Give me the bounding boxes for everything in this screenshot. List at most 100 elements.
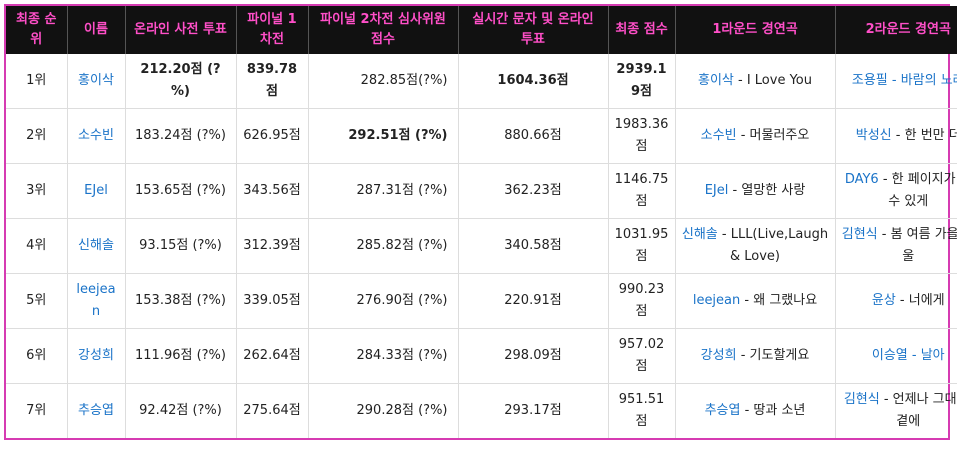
judge-cell: 282.85점(?%)	[308, 54, 459, 110]
round2-artist-link[interactable]: 박성신	[855, 128, 892, 144]
live-vote-cell: 1604.36점	[458, 54, 609, 110]
round1-artist-link[interactable]: 추승엽	[704, 402, 741, 418]
round1-song: - 왜 그랬나요	[740, 292, 818, 308]
name-link[interactable]: 홍이삭	[67, 54, 126, 110]
rank-cell: 2위	[6, 108, 68, 165]
round1-cell: 신해솔 - LLL(Live,Laugh & Love)	[675, 218, 836, 274]
round2-cell: DAY6 - 한 페이지가 될 수 있게	[835, 163, 957, 220]
rank-cell: 6위	[6, 328, 68, 384]
round1-cell: 강성희 - 기도할게요	[675, 328, 836, 384]
pre-vote-cell: 153.65점 (?%)	[125, 163, 237, 220]
round1-cell: 추승엽 - 땅과 소년	[675, 383, 836, 438]
round1-artist-link[interactable]: leejean	[692, 292, 741, 308]
round2-artist-link[interactable]: 조용필	[851, 73, 888, 89]
round2-song-link[interactable]: - 바람의 노래	[887, 73, 957, 89]
header-pre-vote: 온라인 사전 투표	[125, 6, 237, 54]
total-cell: 990.23점	[608, 273, 676, 329]
name-link[interactable]: 신해솔	[67, 218, 126, 274]
judge-cell: 287.31점 (?%)	[308, 163, 459, 220]
round1-cell: EJel - 열망한 사랑	[675, 163, 836, 220]
header-final1: 파이널 1차전	[236, 6, 309, 54]
total-cell: 2939.19점	[608, 54, 676, 110]
live-vote-cell: 362.23점	[458, 163, 609, 220]
results-table: 최종 순위 이름 온라인 사전 투표 파이널 1차전 파이널 2차전 심사위원 …	[6, 6, 957, 438]
round1-artist-link[interactable]: 신해솔	[681, 226, 718, 242]
round1-song: - 열망한 사랑	[728, 183, 806, 199]
round2-cell: 이승열 - 날아	[835, 328, 957, 384]
pre-vote-cell: 183.24점 (?%)	[125, 108, 237, 165]
round1-artist-link[interactable]: 홍이삭	[697, 73, 734, 89]
rank-cell: 1위	[6, 54, 68, 110]
table-row: 1위 홍이삭 212.20점 (?%) 839.78점 282.85점(?%) …	[6, 54, 957, 110]
total-cell: 1983.36점	[608, 108, 676, 165]
round2-song: - 한 번만 더	[891, 128, 957, 144]
round1-artist-link[interactable]: 강성희	[700, 347, 737, 363]
round2-artist-link[interactable]: DAY6	[844, 172, 879, 188]
header-live-vote: 실시간 문자 및 온라인 투표	[458, 6, 609, 54]
name-link[interactable]: 소수빈	[67, 108, 126, 165]
final1-cell: 343.56점	[236, 163, 309, 220]
judge-cell: 285.82점 (?%)	[308, 218, 459, 274]
final1-cell: 626.95점	[236, 108, 309, 165]
round2-artist-link[interactable]: 윤상	[871, 292, 896, 308]
judge-cell: 292.51점 (?%)	[308, 108, 459, 165]
round1-song: - LLL(Live,Laugh & Love)	[717, 226, 829, 264]
round2-cell: 박성신 - 한 번만 더	[835, 108, 957, 165]
header-round1: 1라운드 경연곡	[675, 6, 836, 54]
live-vote-cell: 340.58점	[458, 218, 609, 274]
table-row: 7위 추승엽 92.42점 (?%) 275.64점 290.28점 (?%) …	[6, 383, 957, 438]
final1-cell: 262.64점	[236, 328, 309, 384]
round2-cell: 윤상 - 너에게	[835, 273, 957, 329]
judge-cell: 284.33점 (?%)	[308, 328, 459, 384]
rank-cell: 5위	[6, 273, 68, 329]
round1-song: - 땅과 소년	[740, 402, 806, 418]
final1-cell: 839.78점	[236, 54, 309, 110]
round2-song-link[interactable]: - 날아	[907, 347, 945, 363]
round1-cell: 홍이삭 - I Love You	[675, 54, 836, 110]
total-cell: 1031.95점	[608, 218, 676, 274]
round1-cell: leejean - 왜 그랬나요	[675, 273, 836, 329]
final1-cell: 312.39점	[236, 218, 309, 274]
live-vote-cell: 220.91점	[458, 273, 609, 329]
round1-song: - 기도할게요	[736, 347, 810, 363]
results-table-frame: 최종 순위 이름 온라인 사전 투표 파이널 1차전 파이널 2차전 심사위원 …	[4, 4, 957, 440]
name-link[interactable]: 강성희	[67, 328, 126, 384]
round1-song: - I Love You	[733, 73, 812, 89]
header-total: 최종 점수	[608, 6, 676, 54]
final1-cell: 275.64점	[236, 383, 309, 438]
pre-vote-cell: 111.96점 (?%)	[125, 328, 237, 384]
table-row: 2위 소수빈 183.24점 (?%) 626.95점 292.51점 (?%)…	[6, 108, 957, 165]
round2-artist-link[interactable]: 이승열	[871, 347, 908, 363]
round1-artist-link[interactable]: 소수빈	[700, 128, 737, 144]
total-cell: 957.02점	[608, 328, 676, 384]
round2-cell: 김현식 - 봄 여름 가을 겨울	[835, 218, 957, 274]
round1-song: - 머물러주오	[736, 128, 810, 144]
live-vote-cell: 880.66점	[458, 108, 609, 165]
header-round2: 2라운드 경연곡	[835, 6, 957, 54]
header-rank: 최종 순위	[6, 6, 68, 54]
table-row: 5위 leejean 153.38점 (?%) 339.05점 276.90점 …	[6, 273, 957, 329]
final1-cell: 339.05점	[236, 273, 309, 329]
pre-vote-cell: 153.38점 (?%)	[125, 273, 237, 329]
judge-score-value: 292.51점 (?%)	[348, 128, 448, 144]
total-cell: 951.51점	[608, 383, 676, 438]
pre-vote-cell: 92.42점 (?%)	[125, 383, 237, 438]
round2-song: - 언제나 그대 내곁에	[883, 391, 957, 429]
table-row: 4위 신해솔 93.15점 (?%) 312.39점 285.82점 (?%) …	[6, 218, 957, 274]
round1-artist-link[interactable]: EJel	[704, 183, 729, 199]
header-judge-score: 파이널 2차전 심사위원 점수	[308, 6, 459, 54]
pre-vote-cell: 212.20점 (?%)	[125, 54, 237, 110]
live-vote-cell: 298.09점	[458, 328, 609, 384]
header-name: 이름	[67, 6, 126, 54]
round2-artist-link[interactable]: 김현식	[841, 226, 878, 242]
header-row: 최종 순위 이름 온라인 사전 투표 파이널 1차전 파이널 2차전 심사위원 …	[6, 6, 957, 54]
total-cell: 1146.75점	[608, 163, 676, 220]
name-link[interactable]: 추승엽	[67, 383, 126, 438]
name-link[interactable]: EJel	[67, 163, 126, 220]
round2-song: - 봄 여름 가을 겨울	[881, 226, 957, 264]
round2-artist-link[interactable]: 김현식	[843, 391, 880, 407]
round2-song: - 너에게	[895, 292, 945, 308]
rank-cell: 4위	[6, 218, 68, 274]
name-link[interactable]: leejean	[67, 273, 126, 329]
judge-cell: 290.28점 (?%)	[308, 383, 459, 438]
